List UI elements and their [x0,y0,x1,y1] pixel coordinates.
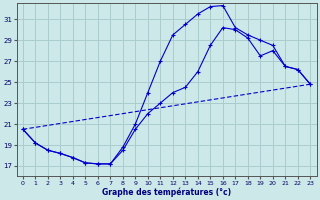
X-axis label: Graphe des températures (°c): Graphe des températures (°c) [102,187,231,197]
